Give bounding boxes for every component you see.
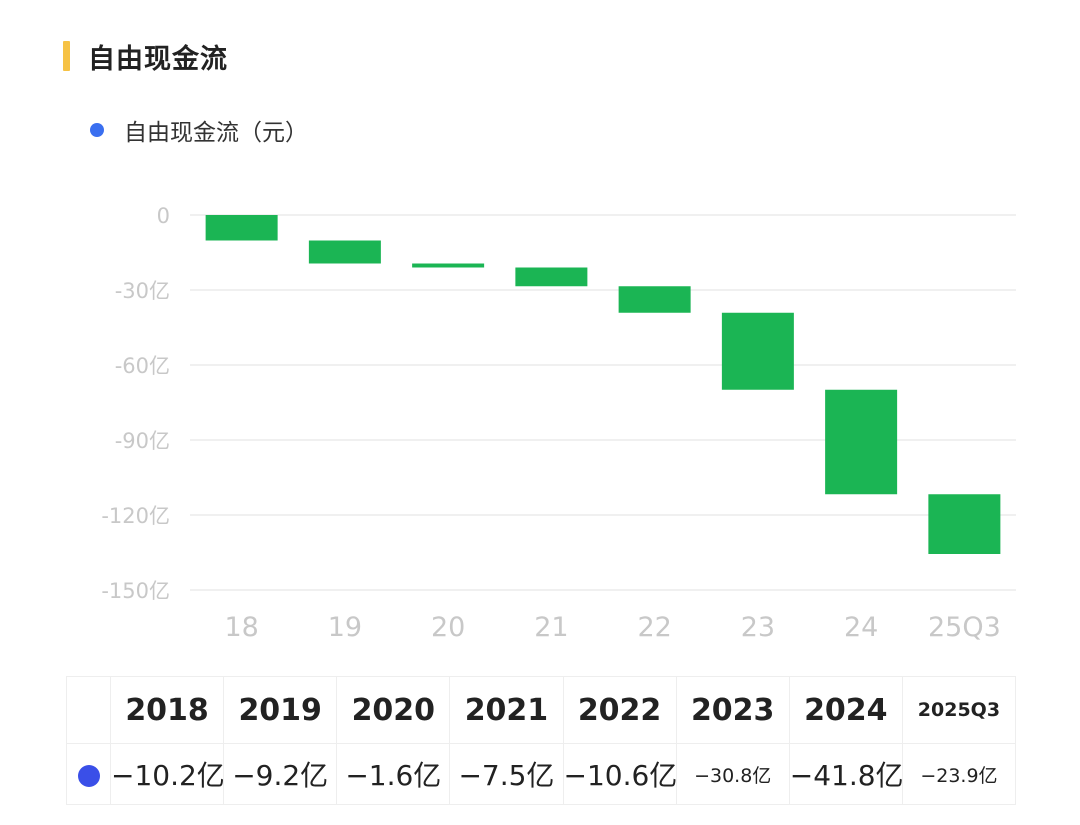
table-header-cell: 2022	[562, 676, 677, 744]
y-tick-label: -90亿	[115, 429, 170, 453]
section-header: 自由现金流	[63, 38, 228, 75]
waterfall-bar[interactable]	[205, 215, 278, 241]
y-tick-label: -60亿	[115, 354, 170, 378]
waterfall-bar[interactable]	[618, 286, 691, 313]
table-header-cell: 2023	[675, 676, 790, 744]
table-value-cell: −9.2亿	[223, 743, 338, 805]
table-header-row: 2018 2019 2020 2021 2022 2023 2024 2025Q…	[66, 676, 1017, 744]
table-header-cell: 2019	[223, 676, 338, 744]
x-tick-label: 21	[534, 612, 568, 643]
bars	[205, 215, 1001, 554]
table-value-cell: −41.8亿	[788, 743, 903, 805]
x-tick-label: 19	[328, 612, 362, 643]
legend-marker	[90, 123, 104, 137]
y-tick-label: -120亿	[101, 504, 170, 528]
waterfall-bar[interactable]	[825, 389, 898, 495]
data-table: 2018 2019 2020 2021 2022 2023 2024 2025Q…	[66, 676, 1017, 805]
table-value-cell: −10.6亿	[562, 743, 677, 805]
table-corner-cell	[66, 676, 111, 744]
waterfall-bar[interactable]	[515, 267, 588, 287]
x-tick-label: 24	[844, 612, 878, 643]
table-value-cell: −1.6亿	[336, 743, 451, 805]
table-header-cell: 2025Q3	[901, 676, 1017, 744]
table-value-cell: −10.2亿	[109, 743, 225, 805]
waterfall-chart: 0 -30亿 -60亿 -90亿 -120亿 -150亿 18 19 20 21 22 23 24 25…	[101, 204, 1016, 643]
table-value-cell: −7.5亿	[449, 743, 564, 805]
table-header-cell: 2020	[336, 676, 451, 744]
title-accent-bar	[63, 41, 70, 71]
x-tick-label: 20	[431, 612, 465, 643]
table-row: −10.2亿 −9.2亿 −1.6亿 −7.5亿 −10.6亿 −30.8亿 −…	[66, 743, 1017, 805]
waterfall-bar[interactable]	[928, 494, 1001, 554]
waterfall-bar[interactable]	[308, 240, 381, 264]
waterfall-bar[interactable]	[412, 263, 485, 268]
section-title: 自由现金流	[88, 43, 228, 75]
table-value-cell: −23.9亿	[901, 743, 1017, 805]
x-tick-label: 25Q3	[928, 612, 1001, 643]
x-tick-label: 18	[224, 612, 258, 643]
table-header-cell: 2024	[788, 676, 903, 744]
x-tick-label: 22	[637, 612, 671, 643]
table-header-cell: 2018	[109, 676, 225, 744]
table-value-cell: −30.8亿	[675, 743, 790, 805]
legend-label: 自由现金流（元）	[124, 120, 308, 146]
table-header-cell: 2021	[449, 676, 564, 744]
gridlines	[190, 214, 1016, 591]
chart-legend[interactable]: 自由现金流（元）	[90, 113, 308, 147]
series-dot-icon	[77, 764, 100, 787]
waterfall-bar[interactable]	[721, 312, 794, 390]
x-axis-ticks: 18 19 20 21 22 23 24 25Q3	[224, 612, 1000, 643]
y-tick-label: 0	[157, 204, 170, 228]
y-tick-label: -30亿	[115, 279, 170, 303]
y-axis-ticks: 0 -30亿 -60亿 -90亿 -120亿 -150亿	[101, 204, 170, 603]
x-tick-label: 23	[741, 612, 775, 643]
y-tick-label: -150亿	[101, 579, 170, 603]
series-marker-cell	[66, 743, 111, 805]
